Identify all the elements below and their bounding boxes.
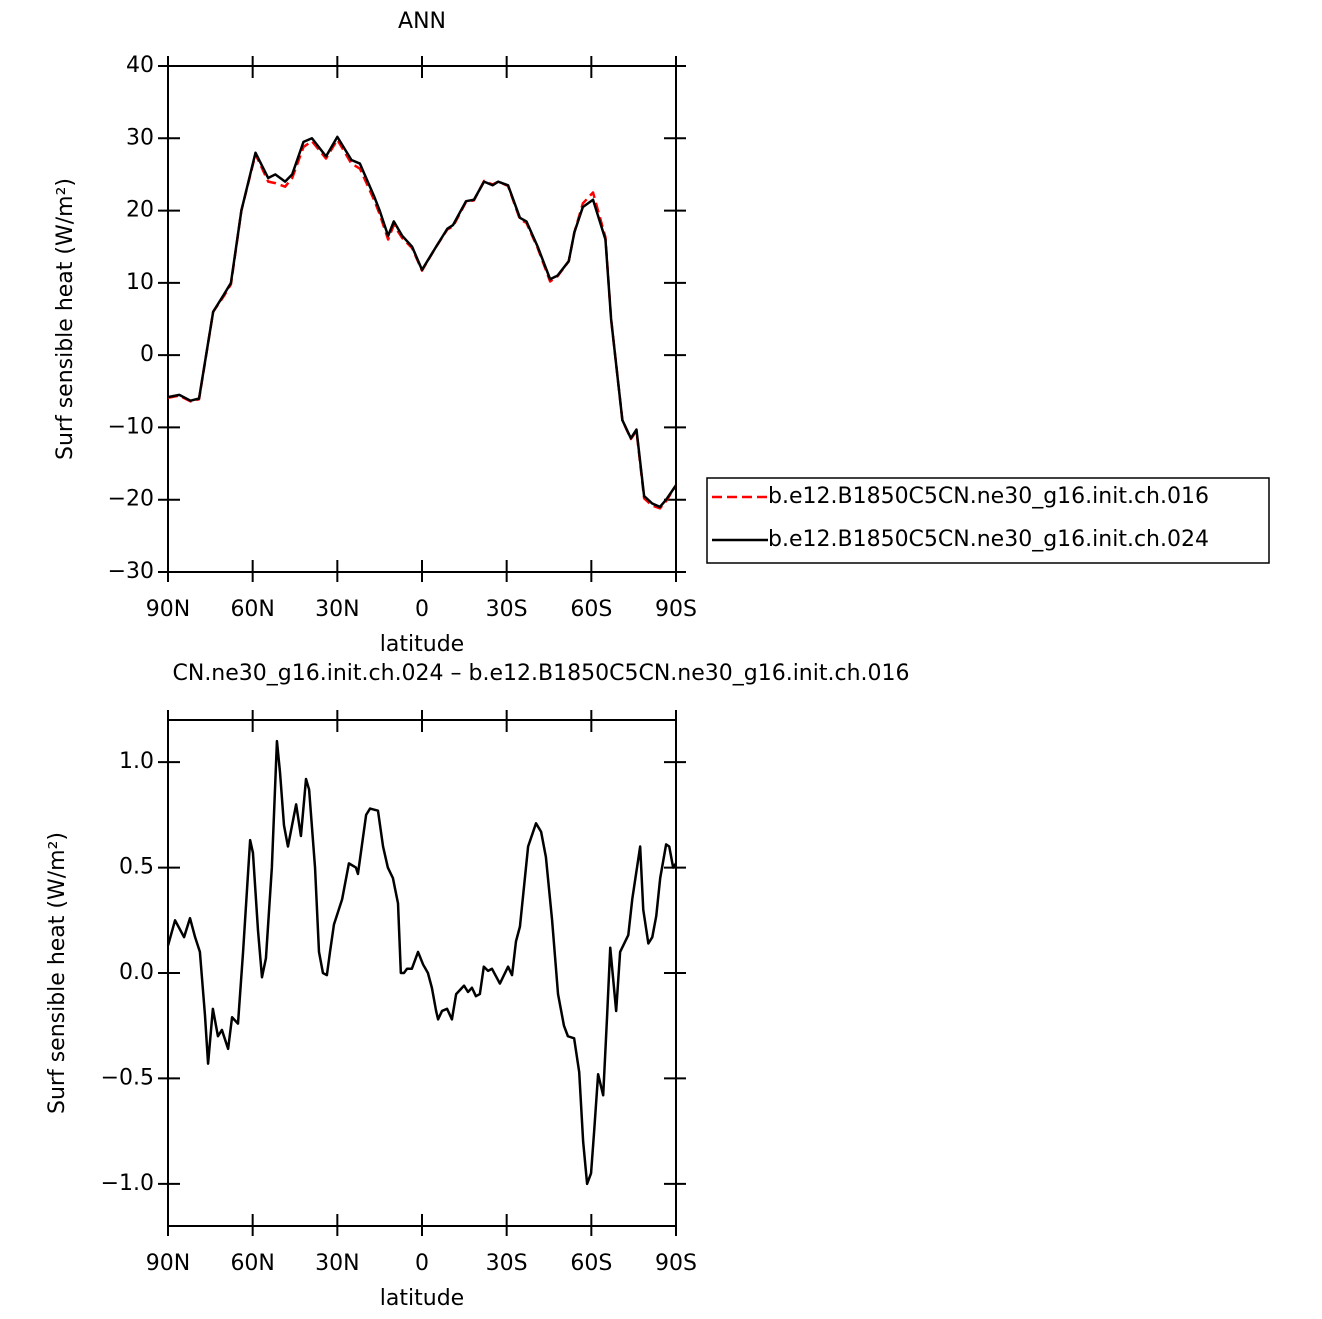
x-tick-label: 0 [415,1251,429,1276]
x-tick-label: 60S [570,1251,612,1276]
y-tick-label: −1.0 [101,1171,154,1196]
y-tick-label: −0.5 [101,1065,154,1090]
y-tick-label: −10 [108,414,154,439]
x-tick-label: 90S [655,597,697,622]
x-axis-label: latitude [380,1286,464,1311]
plot-frame [167,719,677,1227]
y-tick-label: 0.5 [119,855,154,880]
y-axis-label: Surf sensible heat (W/m²) [45,832,70,1114]
y-tick-label: 20 [126,198,154,223]
data-line [167,135,678,509]
x-tick-label: 60S [570,597,612,622]
x-tick-label: 90N [146,1251,190,1276]
x-tick-label: 30N [315,1251,359,1276]
plot-frame [167,65,677,573]
y-axis-label: Surf sensible heat (W/m²) [53,178,78,460]
data-line [166,739,678,1186]
y-tick-label: 0.0 [119,960,154,985]
legend-label: b.e12.B1850C5CN.ne30_g16.init.ch.024 [768,527,1209,552]
y-tick-label: 30 [126,125,154,150]
x-tick-label: 0 [415,597,429,622]
y-tick-label: 10 [126,270,154,295]
x-tick-label: 30S [486,597,528,622]
chart-title: CN.ne30_g16.init.ch.024 – b.e12.B1850C5C… [173,661,910,686]
chart-title: ANN [398,9,446,34]
y-tick-label: 1.0 [119,749,154,774]
x-tick-label: 30S [486,1251,528,1276]
x-tick-label: 30N [315,597,359,622]
y-tick-label: −20 [108,487,154,512]
legend-box [706,477,1270,564]
legend-label: b.e12.B1850C5CN.ne30_g16.init.ch.016 [768,484,1209,509]
x-tick-label: 90S [655,1251,697,1276]
x-tick-label: 60N [230,597,274,622]
y-tick-label: 0 [140,342,154,367]
x-tick-label: 60N [230,1251,274,1276]
y-tick-label: −30 [108,559,154,584]
x-axis-label: latitude [380,632,464,657]
y-tick-label: 40 [126,53,154,78]
x-tick-label: 90N [146,597,190,622]
